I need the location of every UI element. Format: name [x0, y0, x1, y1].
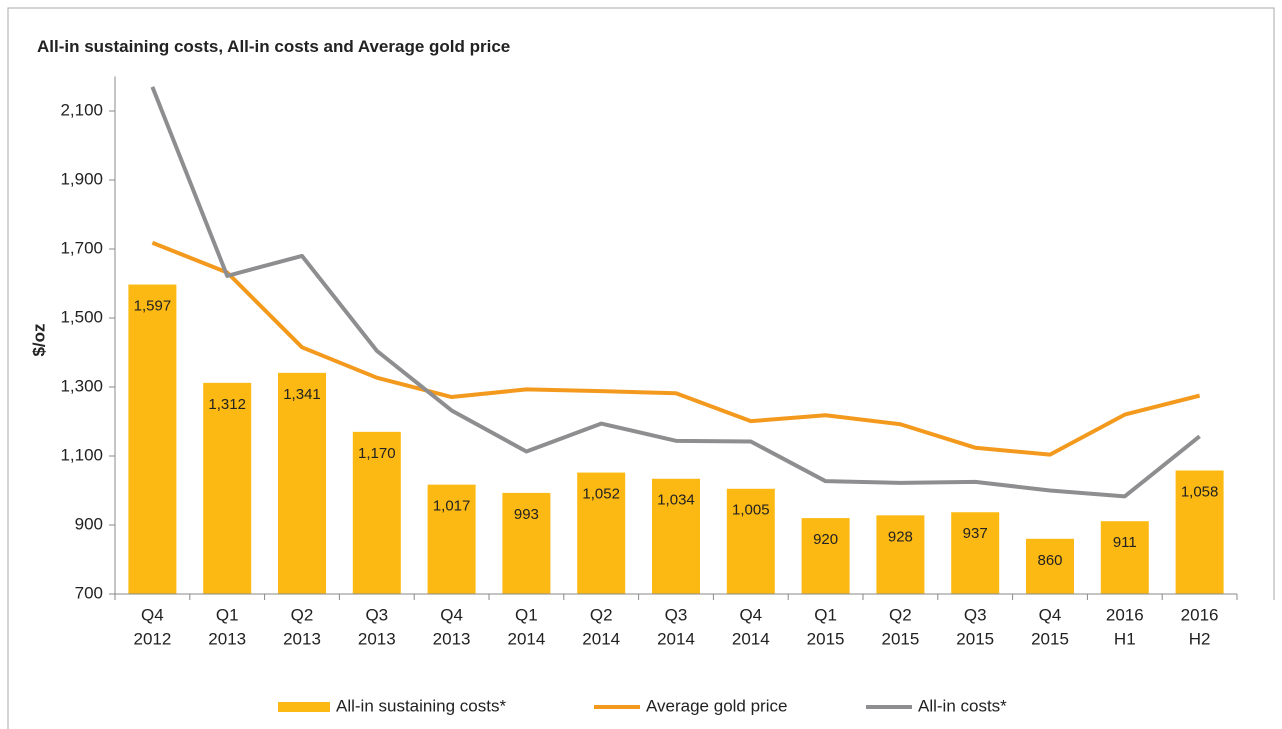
bar	[1100, 521, 1149, 594]
x-tick-label: Q2	[291, 605, 314, 624]
data-label: 1,312	[208, 396, 246, 413]
data-label: 1,052	[582, 486, 620, 503]
bar	[577, 472, 626, 594]
legend-label: All-in costs*	[918, 696, 1007, 715]
x-tick-label: Q2	[590, 605, 613, 624]
x-tick-label: 2013	[208, 629, 246, 648]
legend-swatch	[278, 702, 330, 712]
x-tick-label: Q2	[889, 605, 912, 624]
data-label: 860	[1037, 552, 1062, 569]
x-tick-label: Q3	[964, 605, 987, 624]
bar	[951, 512, 1000, 594]
x-tick-label: H1	[1114, 629, 1136, 648]
x-tick-label: 2014	[732, 629, 770, 648]
x-tick-label: 2012	[133, 629, 171, 648]
x-tick-label: Q4	[1039, 605, 1062, 624]
chart-title: All-in sustaining costs, All-in costs an…	[37, 37, 510, 56]
x-tick-label: 2015	[807, 629, 845, 648]
bar	[278, 372, 326, 594]
x-tick-label: Q1	[814, 605, 837, 624]
bar	[726, 488, 775, 594]
data-label: 1,005	[732, 502, 770, 519]
bar	[801, 518, 850, 594]
data-label: 1,341	[283, 386, 321, 403]
legend-label: Average gold price	[646, 696, 787, 715]
data-label: 993	[514, 506, 539, 523]
bar	[876, 515, 925, 594]
legend-label: All-in sustaining costs*	[336, 696, 506, 715]
bar	[203, 382, 252, 594]
x-tick-label: 2015	[881, 629, 919, 648]
data-label: 937	[963, 525, 988, 542]
y-axis-label: $/oz	[29, 323, 48, 356]
data-label: 1,058	[1181, 483, 1219, 500]
y-tick-label: 900	[75, 514, 103, 533]
x-tick-label: Q4	[141, 605, 164, 624]
x-tick-label: Q4	[440, 605, 463, 624]
data-label: 911	[1113, 534, 1137, 551]
data-label: 1,170	[358, 445, 396, 462]
x-tick-label: Q1	[515, 605, 538, 624]
y-tick-label: 1,500	[60, 307, 103, 326]
data-label: 1,034	[657, 492, 695, 509]
x-tick-label: 2014	[582, 629, 620, 648]
x-tick-label: Q3	[665, 605, 688, 624]
x-tick-label: 2015	[956, 629, 994, 648]
data-label: 928	[888, 528, 913, 545]
data-label: 1,597	[134, 298, 172, 315]
y-tick-label: 1,900	[60, 169, 103, 188]
x-tick-label: Q1	[216, 605, 239, 624]
x-tick-label: 2015	[1031, 629, 1069, 648]
x-tick-label: Q4	[739, 605, 762, 624]
frame	[7, 7, 1275, 729]
x-tick-label: 2013	[433, 629, 471, 648]
y-tick-label: 1,700	[60, 238, 103, 257]
y-tick-label: 700	[75, 583, 103, 602]
line	[151, 240, 1201, 457]
x-tick-label: H2	[1189, 629, 1211, 648]
line	[150, 86, 1201, 499]
x-tick-label: 2013	[283, 629, 321, 648]
bar	[652, 478, 700, 594]
x-tick-label: 2014	[507, 629, 545, 648]
x-tick-label: Q3	[365, 605, 388, 624]
x-tick-label: 2016	[1106, 605, 1144, 624]
bar	[128, 284, 177, 594]
bar	[1026, 538, 1074, 594]
data-label: 920	[813, 531, 838, 548]
bar	[502, 492, 551, 594]
x-tick-label: 2013	[358, 629, 396, 648]
data-label: 1,017	[433, 498, 471, 515]
x-tick-label: 2014	[657, 629, 695, 648]
bar	[427, 484, 476, 594]
bar	[352, 431, 401, 594]
y-tick-label: 1,100	[60, 445, 103, 464]
y-tick-label: 2,100	[60, 100, 103, 119]
y-tick-label: 1,300	[60, 376, 103, 395]
x-tick-label: 2016	[1181, 605, 1219, 624]
bar	[1175, 470, 1224, 594]
